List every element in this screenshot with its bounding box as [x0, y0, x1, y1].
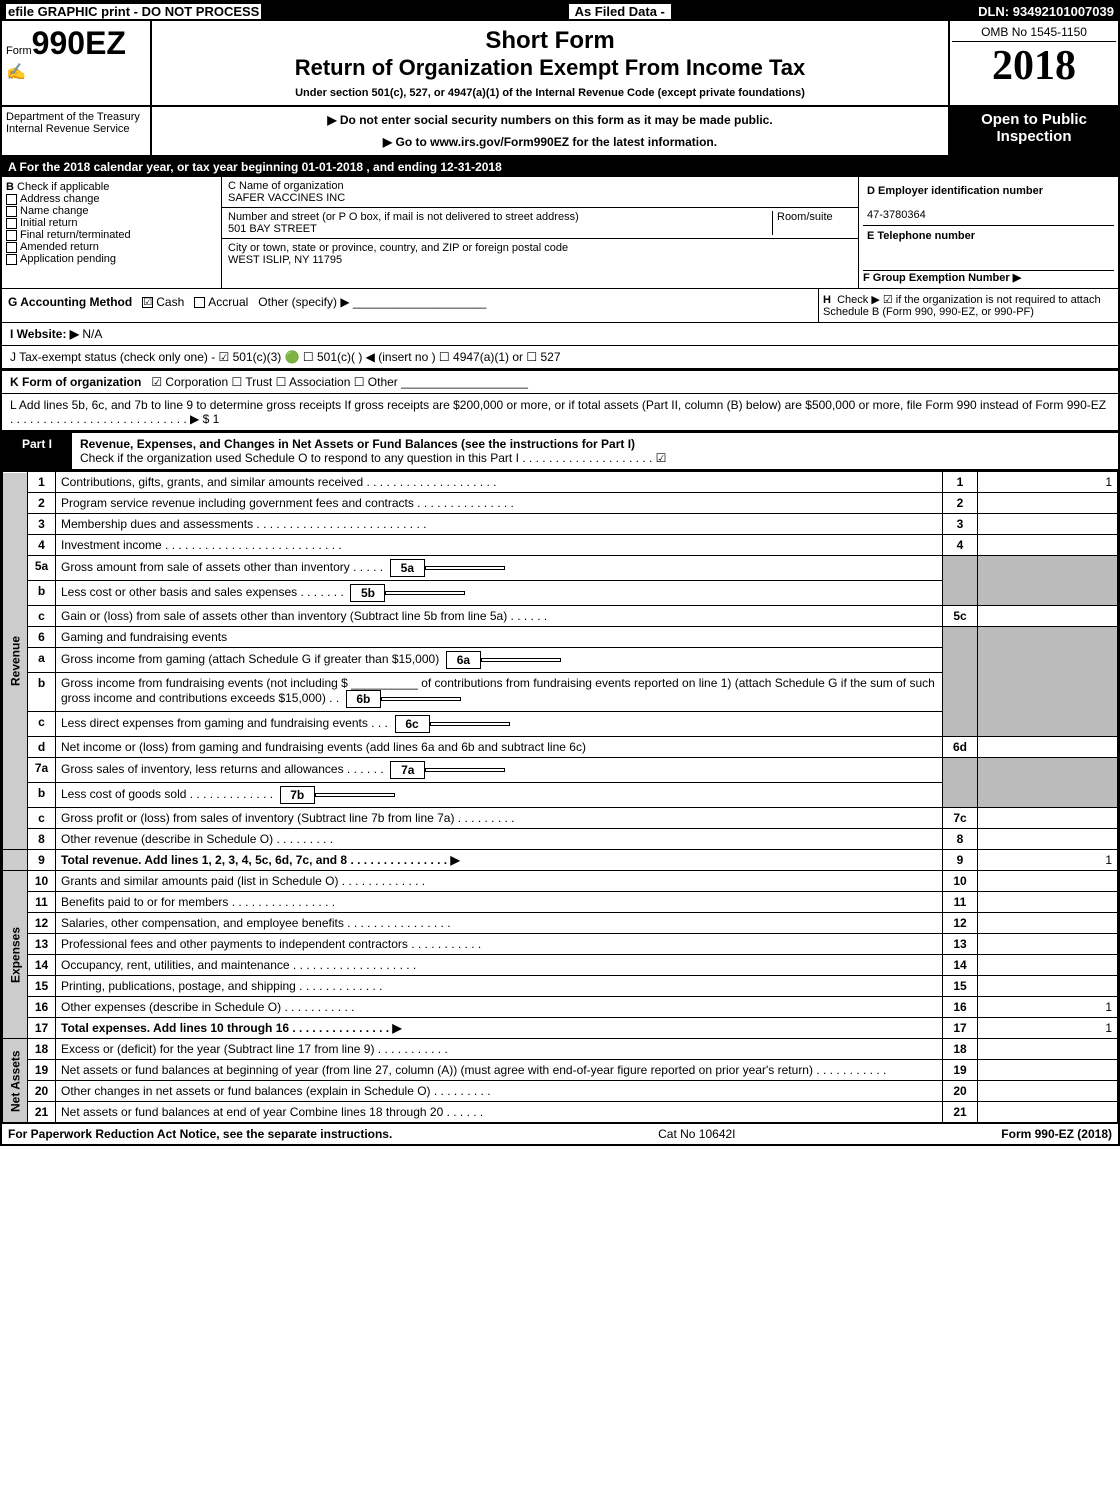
room-label: Room/suite: [777, 211, 833, 223]
addr-label: Number and street (or P O box, if mail i…: [228, 211, 579, 223]
checkbox-cash[interactable]: ☑: [142, 297, 153, 308]
ein-value: 47-3780364: [867, 209, 926, 221]
dept-instructions: ▶ Do not enter social security numbers o…: [152, 107, 948, 155]
website-row: I Website: ▶ N/A: [2, 323, 1118, 346]
checkbox-address-change[interactable]: [6, 194, 17, 205]
omb-year-box: OMB No 1545-1150 2018: [948, 21, 1118, 105]
checkbox-accrual[interactable]: [194, 297, 205, 308]
warn-text: ▶ Do not enter social security numbers o…: [158, 113, 942, 127]
form-prefix: Form: [6, 45, 32, 57]
part-i-header: Part I Revenue, Expenses, and Changes in…: [2, 431, 1118, 471]
tax-exempt-status: J Tax-exempt status (check only one) - ☑…: [2, 346, 1118, 369]
footer-cat: Cat No 10642I: [658, 1127, 735, 1141]
column-d-ein-phone: D Employer identification number 47-3780…: [858, 177, 1118, 288]
g-label: G Accounting Method: [8, 295, 132, 309]
top-bar: efile GRAPHIC print - DO NOT PROCESS As …: [2, 2, 1118, 21]
efile-label: efile GRAPHIC print - DO NOT PROCESS: [6, 4, 261, 19]
short-form-label: Short Form: [158, 27, 942, 55]
part-sub: Check if the organization used Schedule …: [80, 451, 666, 465]
checkbox-application-pending[interactable]: [6, 254, 17, 265]
group-exemption-label: F Group Exemption Number ▶: [863, 272, 1021, 284]
expenses-label: Expenses: [3, 871, 28, 1039]
checkbox-name-change[interactable]: [6, 206, 17, 217]
website-value: N/A: [82, 327, 102, 341]
info-block: B Check if applicable Address change Nam…: [2, 177, 1118, 289]
checkbox-final-return[interactable]: [6, 230, 17, 241]
footer-left: For Paperwork Reduction Act Notice, see …: [8, 1127, 392, 1141]
phone-label: E Telephone number: [867, 230, 975, 242]
city-value: WEST ISLIP, NY 11795: [228, 254, 342, 266]
column-c-org-info: C Name of organization SAFER VACCINES IN…: [222, 177, 858, 288]
omb-label: OMB No 1545-1150: [952, 23, 1116, 42]
h-text: Check ▶ ☑ if the organization is not req…: [823, 294, 1101, 318]
header: Form990EZ ✍ Short Form Return of Organiz…: [2, 21, 1118, 107]
footer-right: Form 990-EZ (2018): [1001, 1127, 1112, 1141]
asfiled-label: As Filed Data -: [569, 4, 671, 19]
city-label: City or town, state or province, country…: [228, 242, 568, 254]
part-tab: Part I: [2, 433, 72, 469]
dept-label: Department of the Treasury Internal Reve…: [2, 107, 152, 155]
form-number: 990EZ: [32, 25, 126, 61]
lines-table: Revenue 1Contributions, gifts, grants, a…: [2, 471, 1118, 1123]
open-public-badge: Open to Public Inspection: [948, 107, 1118, 155]
org-name: SAFER VACCINES INC: [228, 192, 345, 204]
revenue-label: Revenue: [3, 472, 28, 850]
return-title: Return of Organization Exempt From Incom…: [158, 55, 942, 81]
dept-row: Department of the Treasury Internal Reve…: [2, 107, 1118, 157]
name-label: C Name of organization: [228, 180, 344, 192]
row-a-tax-year: A For the 2018 calendar year, or tax yea…: [2, 157, 1118, 177]
ein-label: D Employer identification number: [867, 185, 1043, 197]
part-title: Revenue, Expenses, and Changes in Net As…: [80, 437, 635, 451]
line-l-gross-receipts: L Add lines 5b, 6c, and 7b to line 9 to …: [2, 394, 1118, 431]
header-title-box: Short Form Return of Organization Exempt…: [152, 21, 948, 105]
accounting-method-row: G Accounting Method ☑Cash Accrual Other …: [2, 289, 1118, 323]
dln-label: DLN: 93492101007039: [978, 4, 1114, 19]
header-subtitle: Under section 501(c), 527, or 4947(a)(1)…: [158, 87, 942, 99]
goto-link[interactable]: ▶ Go to www.irs.gov/Form990EZ for the la…: [158, 135, 942, 149]
column-b-checkboxes: B Check if applicable Address change Nam…: [2, 177, 222, 288]
checkbox-amended-return[interactable]: [6, 242, 17, 253]
checkbox-initial-return[interactable]: [6, 218, 17, 229]
addr-value: 501 BAY STREET: [228, 223, 317, 235]
h-label: H: [823, 294, 831, 306]
form-container: efile GRAPHIC print - DO NOT PROCESS As …: [0, 0, 1120, 1146]
form-number-box: Form990EZ ✍: [2, 21, 152, 105]
form-of-org: K Form of organization ☑ Corporation ☐ T…: [2, 369, 1118, 394]
form-year: 2018: [952, 42, 1116, 90]
netassets-label: Net Assets: [3, 1039, 28, 1123]
footer: For Paperwork Reduction Act Notice, see …: [2, 1123, 1118, 1144]
